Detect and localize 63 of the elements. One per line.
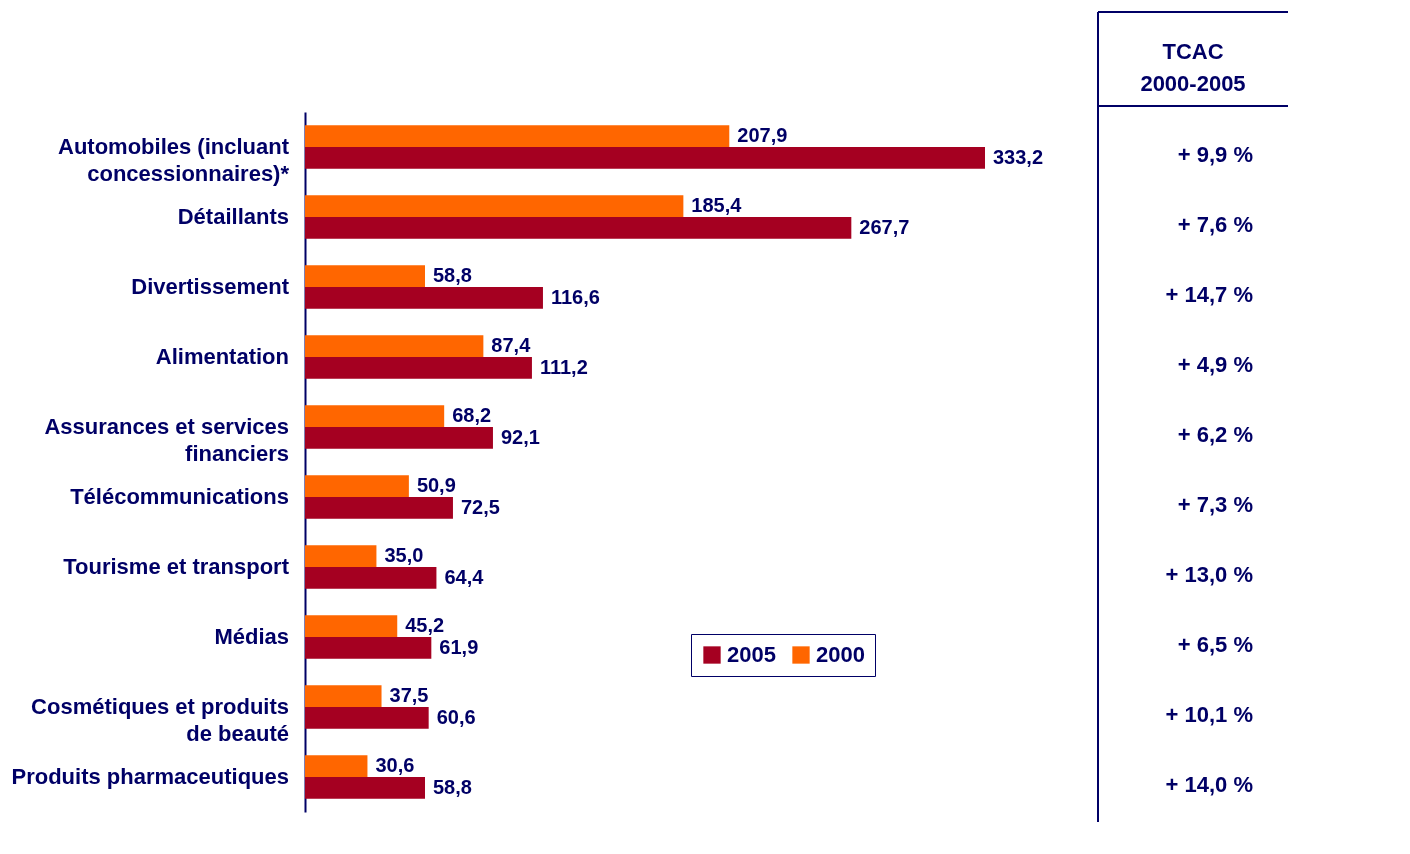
data-label: 58,8 xyxy=(433,775,472,798)
y-tick-label: Tourisme et transport xyxy=(63,554,290,579)
bar xyxy=(305,265,425,287)
bar xyxy=(305,125,730,147)
bar xyxy=(305,755,368,777)
text: + 14,0 % xyxy=(1165,772,1253,797)
bar xyxy=(305,427,493,449)
bar xyxy=(305,567,437,589)
bar xyxy=(305,405,445,427)
y-tick-label: Alimentation xyxy=(155,344,289,369)
bar xyxy=(305,195,684,217)
bar xyxy=(305,545,377,567)
bar xyxy=(305,357,532,379)
y-tick-label: Automobiles (incluant concessionnaires)* xyxy=(58,134,290,186)
bar xyxy=(305,777,425,799)
text: + 7,6 % xyxy=(1177,212,1253,237)
text: + 13,0 % xyxy=(1165,562,1253,587)
data-label: 111,2 xyxy=(539,355,588,378)
data-label: 45,2 xyxy=(405,614,445,637)
data-label: 50,9 xyxy=(416,474,456,497)
y-tick-label: Divertissement xyxy=(131,274,290,299)
text: + 14,7 % xyxy=(1165,282,1253,307)
data-label: 37,5 xyxy=(389,684,429,707)
data-label: 60,6 xyxy=(436,705,476,728)
data-label: 61,9 xyxy=(439,635,479,658)
bar xyxy=(305,637,432,659)
data-label: 58,8 xyxy=(433,264,472,287)
data-label: 87,4 xyxy=(491,334,532,357)
bar xyxy=(305,615,398,637)
data-label: 333,2 xyxy=(993,145,1044,168)
data-label: 68,2 xyxy=(452,404,492,427)
text: + 9,9 % xyxy=(1177,142,1253,167)
text: + 7,3 % xyxy=(1177,492,1253,517)
bar xyxy=(305,475,409,497)
y-tick-label: Télécommunications xyxy=(70,484,289,509)
y-tick-label: Cosmétiques et produits de beauté xyxy=(31,694,289,746)
data-label: 72,5 xyxy=(460,495,500,518)
data-label: 30,6 xyxy=(375,754,415,777)
text: + 6,2 % xyxy=(1177,422,1253,447)
bar xyxy=(305,497,453,519)
data-label: 116,6 xyxy=(550,285,600,308)
bar xyxy=(305,287,543,309)
text: TCAC 2000-2005 xyxy=(1140,39,1246,96)
data-label: 35,0 xyxy=(384,544,424,567)
y-tick-label: Détaillants xyxy=(177,204,289,229)
text: + 10,1 % xyxy=(1165,702,1253,727)
data-label: 64,4 xyxy=(444,565,485,588)
text: + 6,5 % xyxy=(1177,632,1253,657)
bar xyxy=(305,335,484,357)
text: + 4,9 % xyxy=(1177,352,1253,377)
data-label: 92,1 xyxy=(500,425,540,448)
data-label: 267,7 xyxy=(859,215,910,238)
bar xyxy=(305,685,382,707)
data-label: 207,9 xyxy=(737,124,788,147)
legend-label: 2000 xyxy=(816,642,865,667)
bar xyxy=(305,147,985,169)
y-tick-label: Médias xyxy=(214,624,289,649)
data-label: 185,4 xyxy=(691,194,743,217)
bar xyxy=(305,217,852,239)
bar xyxy=(305,707,429,729)
y-tick-label: Assurances et services financiers xyxy=(44,414,289,466)
legend-label: 2005 xyxy=(727,642,776,667)
y-tick-label: Produits pharmaceutiques xyxy=(11,764,289,789)
